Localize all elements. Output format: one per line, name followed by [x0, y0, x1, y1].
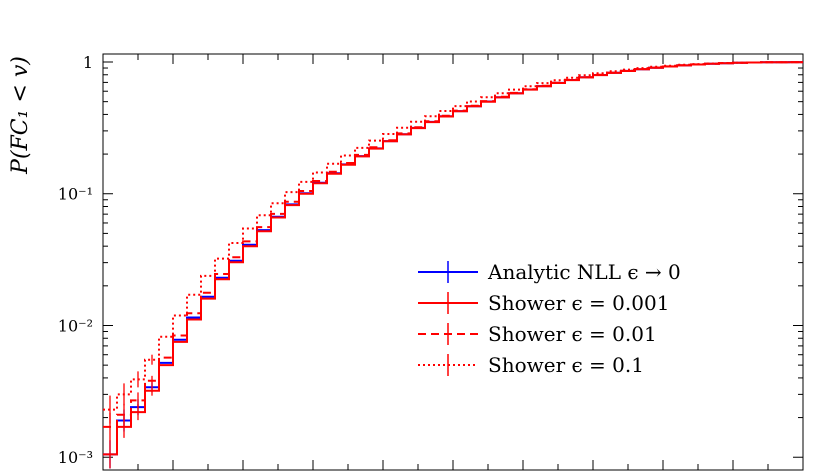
legend-label: Analytic NLL ϵ → 0 — [487, 260, 681, 284]
series-line — [103, 61, 803, 456]
x-ticks — [102, 54, 804, 470]
y-tick-label: 10⁻² — [58, 316, 93, 335]
legend-entry: Shower ϵ = 0.1 — [418, 353, 644, 377]
legend-label: Shower ϵ = 0.1 — [488, 353, 644, 377]
series-group — [103, 61, 803, 469]
y-tick-label: 1 — [83, 53, 93, 72]
legend-entry: Analytic NLL ϵ → 0 — [418, 260, 681, 284]
legend-label: Shower ϵ = 0.01 — [488, 322, 657, 346]
y-axis-label: P(FC₁ < v) — [8, 56, 33, 175]
series-line — [103, 61, 803, 456]
legend-entry: Shower ϵ = 0.001 — [418, 291, 669, 315]
y-ticks: 1 10⁻¹ 10⁻² 10⁻³ — [58, 53, 803, 467]
legend: Analytic NLL ϵ → 0 Shower ϵ = 0.001 Shower… — [418, 260, 681, 377]
y-tick-label: 10⁻¹ — [58, 185, 93, 204]
legend-entry: Shower ϵ = 0.01 — [418, 322, 657, 346]
legend-label: Shower ϵ = 0.001 — [488, 291, 669, 315]
y-tick-label: 10⁻³ — [58, 448, 93, 467]
